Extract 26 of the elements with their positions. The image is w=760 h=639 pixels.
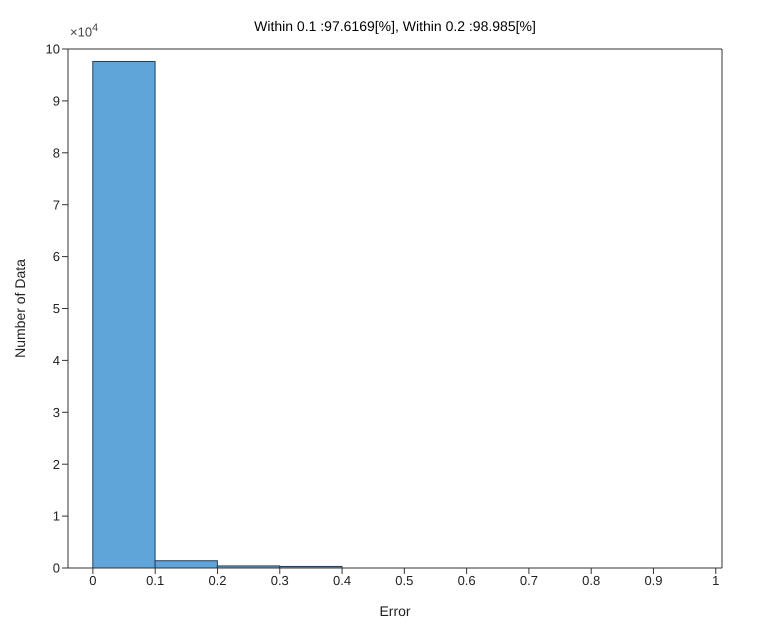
x-tick-label: 0.9 bbox=[644, 573, 663, 588]
x-tick-label: 0.5 bbox=[395, 573, 414, 588]
x-axis-title: Error bbox=[379, 603, 411, 619]
x-tick-label: 0.3 bbox=[270, 573, 289, 588]
x-tick-label: 0.7 bbox=[520, 573, 538, 588]
y-tick-label: 3 bbox=[52, 404, 60, 420]
x-tick-label: 0.2 bbox=[208, 573, 227, 588]
y-tick-label: 6 bbox=[52, 249, 60, 264]
x-tick-label: 0 bbox=[89, 573, 97, 588]
y-tick-label: 0 bbox=[52, 560, 60, 576]
y-tick-label: 4 bbox=[52, 353, 60, 368]
y-tick-label: 5 bbox=[52, 301, 60, 316]
x-tick-label: 1 bbox=[712, 573, 720, 588]
y-axis-title: Number of Data bbox=[12, 258, 28, 358]
y-tick-label: 8 bbox=[52, 145, 60, 160]
y-tick-label: 10 bbox=[46, 42, 60, 57]
y-tick-label: 2 bbox=[52, 456, 60, 472]
y-tick-label: 9 bbox=[52, 94, 60, 109]
x-tick-label: 0.1 bbox=[146, 573, 164, 588]
y-tick-label: 7 bbox=[52, 197, 60, 212]
x-tick-label: 0.8 bbox=[582, 573, 600, 588]
x-tick-label: 0.6 bbox=[458, 573, 476, 588]
y-tick-label: 1 bbox=[52, 508, 60, 524]
chart-title: Within 0.1 :97.6169[%], Within 0.2 :98.985[%] bbox=[254, 18, 536, 34]
text: ×10$^{4}$ bbox=[70, 22, 98, 40]
x-tick-label: 0.4 bbox=[333, 573, 352, 588]
